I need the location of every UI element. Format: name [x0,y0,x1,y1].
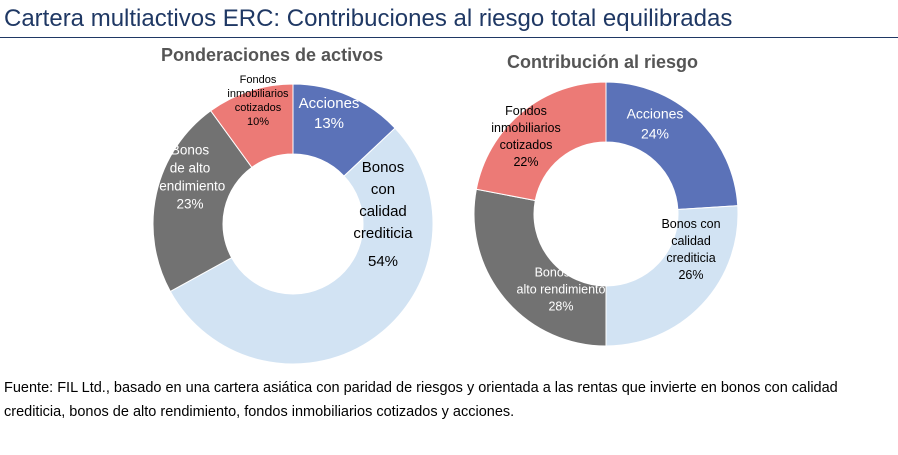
slice-value-label: 13% [314,115,344,132]
slice-name-label: inmobiliarios [227,88,289,100]
slice-name-label: Bonos [171,143,210,158]
slice-name-label: Acciones [299,95,360,112]
slice-name-label: calidad [359,203,407,220]
slice-name-label: de alto [170,161,211,176]
source-note: Fuente: FIL Ltd., basado en una cartera … [4,380,838,420]
page-title: Cartera multiactivos ERC: Contribuciones… [4,5,733,32]
slice-value-label: 10% [247,116,269,128]
slice-label-group: Bonos con calidad crediticia 54% [353,159,413,270]
slice-name-label: Bonos [362,159,405,176]
donut-slice-bonos-con-calidad-crediticia [169,127,434,365]
slice-name-label: con [371,181,395,198]
slice-label-group: Acciones 13% [299,95,360,132]
slice-name-label: Fondos [240,74,277,86]
slice-value-label: 54% [368,253,398,270]
donut-slice-bonos-de-alto-rendimiento [152,110,253,293]
slice-label-group: Fondos inmobiliarios cotizados 10% [227,74,289,128]
slice-name-label: crediticia [353,225,413,242]
chart-title-risk: Contribución al riesgo [507,52,699,72]
donut-slice-fondos-inmobiliarios-cotizados [210,83,294,169]
slice-label-group: Bonos de alto rendimiento 23% [155,143,226,212]
chart-title-weights: Ponderaciones de activos [161,45,384,65]
slice-name-label: cotizados [235,102,282,114]
slice-value-label: 23% [176,197,203,212]
slice-name-label: rendimiento [155,179,226,194]
title-divider [0,37,898,38]
